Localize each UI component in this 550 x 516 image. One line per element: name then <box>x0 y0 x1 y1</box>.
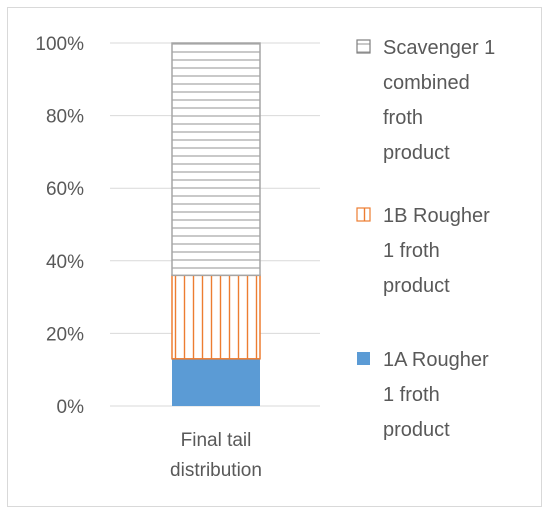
legend-scavenger-label: Scavenger 1 <box>383 37 495 59</box>
legend-scavenger-label: froth <box>383 107 423 129</box>
legend-scavenger-label: combined <box>383 72 470 94</box>
legend-scavenger-label: product <box>383 142 450 164</box>
legend-1a-rougher-label: 1 froth <box>383 384 440 406</box>
legend-1b-rougher-label: product <box>383 275 450 297</box>
chart-area <box>7 7 542 507</box>
x-category-label: Final tail <box>181 430 252 451</box>
legend-1a-rougher-label: product <box>383 419 450 441</box>
legend-1b-rougher-label: 1 froth <box>383 240 440 262</box>
y-tick-label: 0% <box>57 397 85 418</box>
x-category-label: distribution <box>170 460 262 481</box>
y-tick-label: 60% <box>46 179 84 200</box>
y-tick-label: 80% <box>46 107 84 128</box>
legend-1a-rougher-swatch <box>357 352 370 365</box>
y-tick-label: 20% <box>46 324 84 345</box>
legend-scavenger-swatch <box>356 39 371 54</box>
bar-segment-3 <box>171 42 261 277</box>
legend-1b-rougher-label: 1B Rougher <box>383 205 490 227</box>
legend-1b-rougher-swatch <box>356 207 371 222</box>
y-tick-label: 100% <box>35 34 84 55</box>
bar-segment-2 <box>171 274 261 360</box>
y-tick-label: 40% <box>46 252 84 273</box>
legend-1a-rougher-label: 1A Rougher <box>383 349 489 371</box>
bar-segment-1 <box>172 358 260 406</box>
